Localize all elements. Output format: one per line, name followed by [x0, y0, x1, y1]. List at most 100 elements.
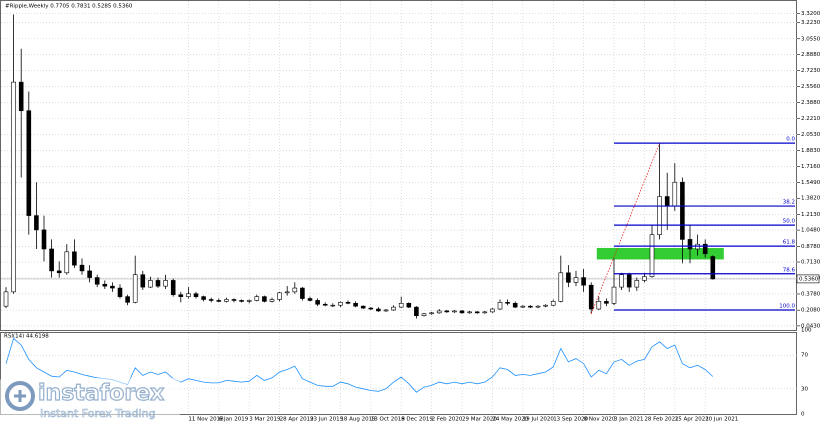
candle-body: [330, 304, 336, 307]
candle-body: [208, 299, 214, 301]
candle-body: [550, 301, 556, 306]
rsi-tick-label: 70: [801, 353, 808, 359]
candle-body: [680, 181, 685, 240]
watermark-logo-mark: [14, 390, 26, 402]
x-tick-label: 28 Apr 2019: [280, 417, 315, 423]
candle-body: [269, 299, 275, 302]
candle-body: [231, 299, 237, 301]
candle-body: [353, 303, 358, 307]
candle-body: [345, 302, 351, 304]
candle-body: [414, 306, 419, 316]
rsi-tick-label: 30: [801, 386, 808, 392]
watermark: instaforex Instant Forex Trading: [0, 378, 180, 424]
candle-body: [300, 287, 305, 299]
candle-body: [110, 285, 115, 289]
candle-body: [368, 307, 374, 310]
candle-body: [642, 276, 647, 281]
x-tick-label: 28 Feb 2021: [644, 417, 678, 423]
candle-body: [376, 308, 381, 312]
x-tick-label: 13 Sep 2020: [553, 417, 588, 423]
candle-body: [391, 306, 396, 311]
x-tick-label: 19 Jul 2020: [523, 417, 555, 423]
candle-body: [125, 296, 130, 303]
candle-body: [224, 299, 229, 302]
candle-body: [657, 196, 662, 235]
candle-body: [87, 270, 92, 278]
fib-label: 78.6: [783, 267, 796, 273]
candle-body: [262, 296, 267, 302]
candle-body: [596, 301, 602, 310]
candle-body: [315, 300, 320, 305]
candle-body: [702, 243, 708, 255]
candle-body: [505, 302, 510, 304]
candle-body: [246, 300, 252, 302]
fib-label: 50.0: [783, 219, 796, 225]
y-tick-label: 2.2210: [801, 116, 820, 122]
candle-body: [170, 280, 176, 296]
candle-body: [459, 310, 465, 314]
candle-body: [649, 234, 655, 277]
candle-body: [444, 310, 450, 313]
y-tick-label: 0.7130: [801, 260, 820, 266]
y-tick-label: 2.8880: [801, 52, 820, 58]
y-tick-label: 1.0480: [801, 228, 820, 234]
candle-body: [254, 296, 260, 301]
candle-body: [398, 303, 404, 308]
y-tick-label: 3.0550: [801, 36, 820, 42]
candle-body: [383, 309, 389, 312]
candle-body: [664, 196, 670, 207]
candle-body: [497, 302, 503, 310]
candle-body: [406, 303, 412, 308]
candle-body: [581, 277, 586, 286]
candle-body: [490, 308, 495, 313]
candle-body: [307, 298, 313, 301]
candle-body: [558, 272, 564, 302]
y-tick-label: 0.0430: [801, 323, 820, 329]
candle-body: [216, 300, 222, 302]
candle-body: [474, 311, 480, 314]
x-tick-label: 25 Apr 2021: [675, 417, 709, 423]
candle-body: [452, 310, 457, 313]
x-tick-label: 29 Mar 2020: [462, 417, 497, 423]
candle-body: [573, 277, 579, 283]
candle-body: [72, 251, 77, 266]
candle-body: [79, 264, 85, 272]
candle-body: [588, 284, 594, 310]
candle-body: [566, 272, 571, 283]
candle-body: [421, 313, 427, 316]
candle-body: [117, 287, 123, 297]
candle-body: [611, 286, 617, 304]
candle-body: [520, 305, 526, 308]
candle-body: [41, 229, 47, 250]
y-tick-label: 1.3820: [801, 196, 820, 202]
trend-line: [590, 143, 660, 314]
candle-body: [360, 305, 366, 309]
y-tick-label: 2.3880: [801, 100, 820, 106]
candle-body: [626, 274, 632, 288]
x-tick-label: 23 Jun 2019: [310, 417, 344, 423]
fib-label: 38.2: [783, 200, 795, 206]
watermark-bg: [0, 378, 180, 424]
x-tick-label: 20 Jun 2021: [705, 417, 738, 423]
candle-body: [672, 181, 678, 207]
candle-body: [687, 239, 693, 250]
marks: 0.0 38.2 50.0 61.8 78.6 100.0: [3, 14, 796, 393]
x-tick-label: 8 Nov 2020: [584, 417, 616, 423]
y-tick-label: 3.2230: [801, 20, 820, 26]
candle-body: [26, 110, 32, 216]
candle-body: [155, 280, 161, 287]
watermark-logo: [5, 381, 35, 411]
candle-body: [94, 277, 100, 285]
candle-body: [178, 294, 184, 297]
x-tick-label: 6 Jan 2019: [219, 417, 249, 423]
candle-body: [132, 274, 138, 303]
x-tick-label: 24 May 2020: [492, 417, 528, 423]
y-tick-label: 0.3780: [801, 291, 820, 297]
candle-body: [140, 274, 146, 288]
candle-body: [436, 310, 442, 314]
price-panel: [0, 0, 797, 331]
candle-body: [634, 280, 640, 288]
chart-title: #Ripple,Weekly 0.7705 0.7831 0.5285 0.53…: [5, 4, 133, 10]
candle-body: [482, 311, 488, 314]
